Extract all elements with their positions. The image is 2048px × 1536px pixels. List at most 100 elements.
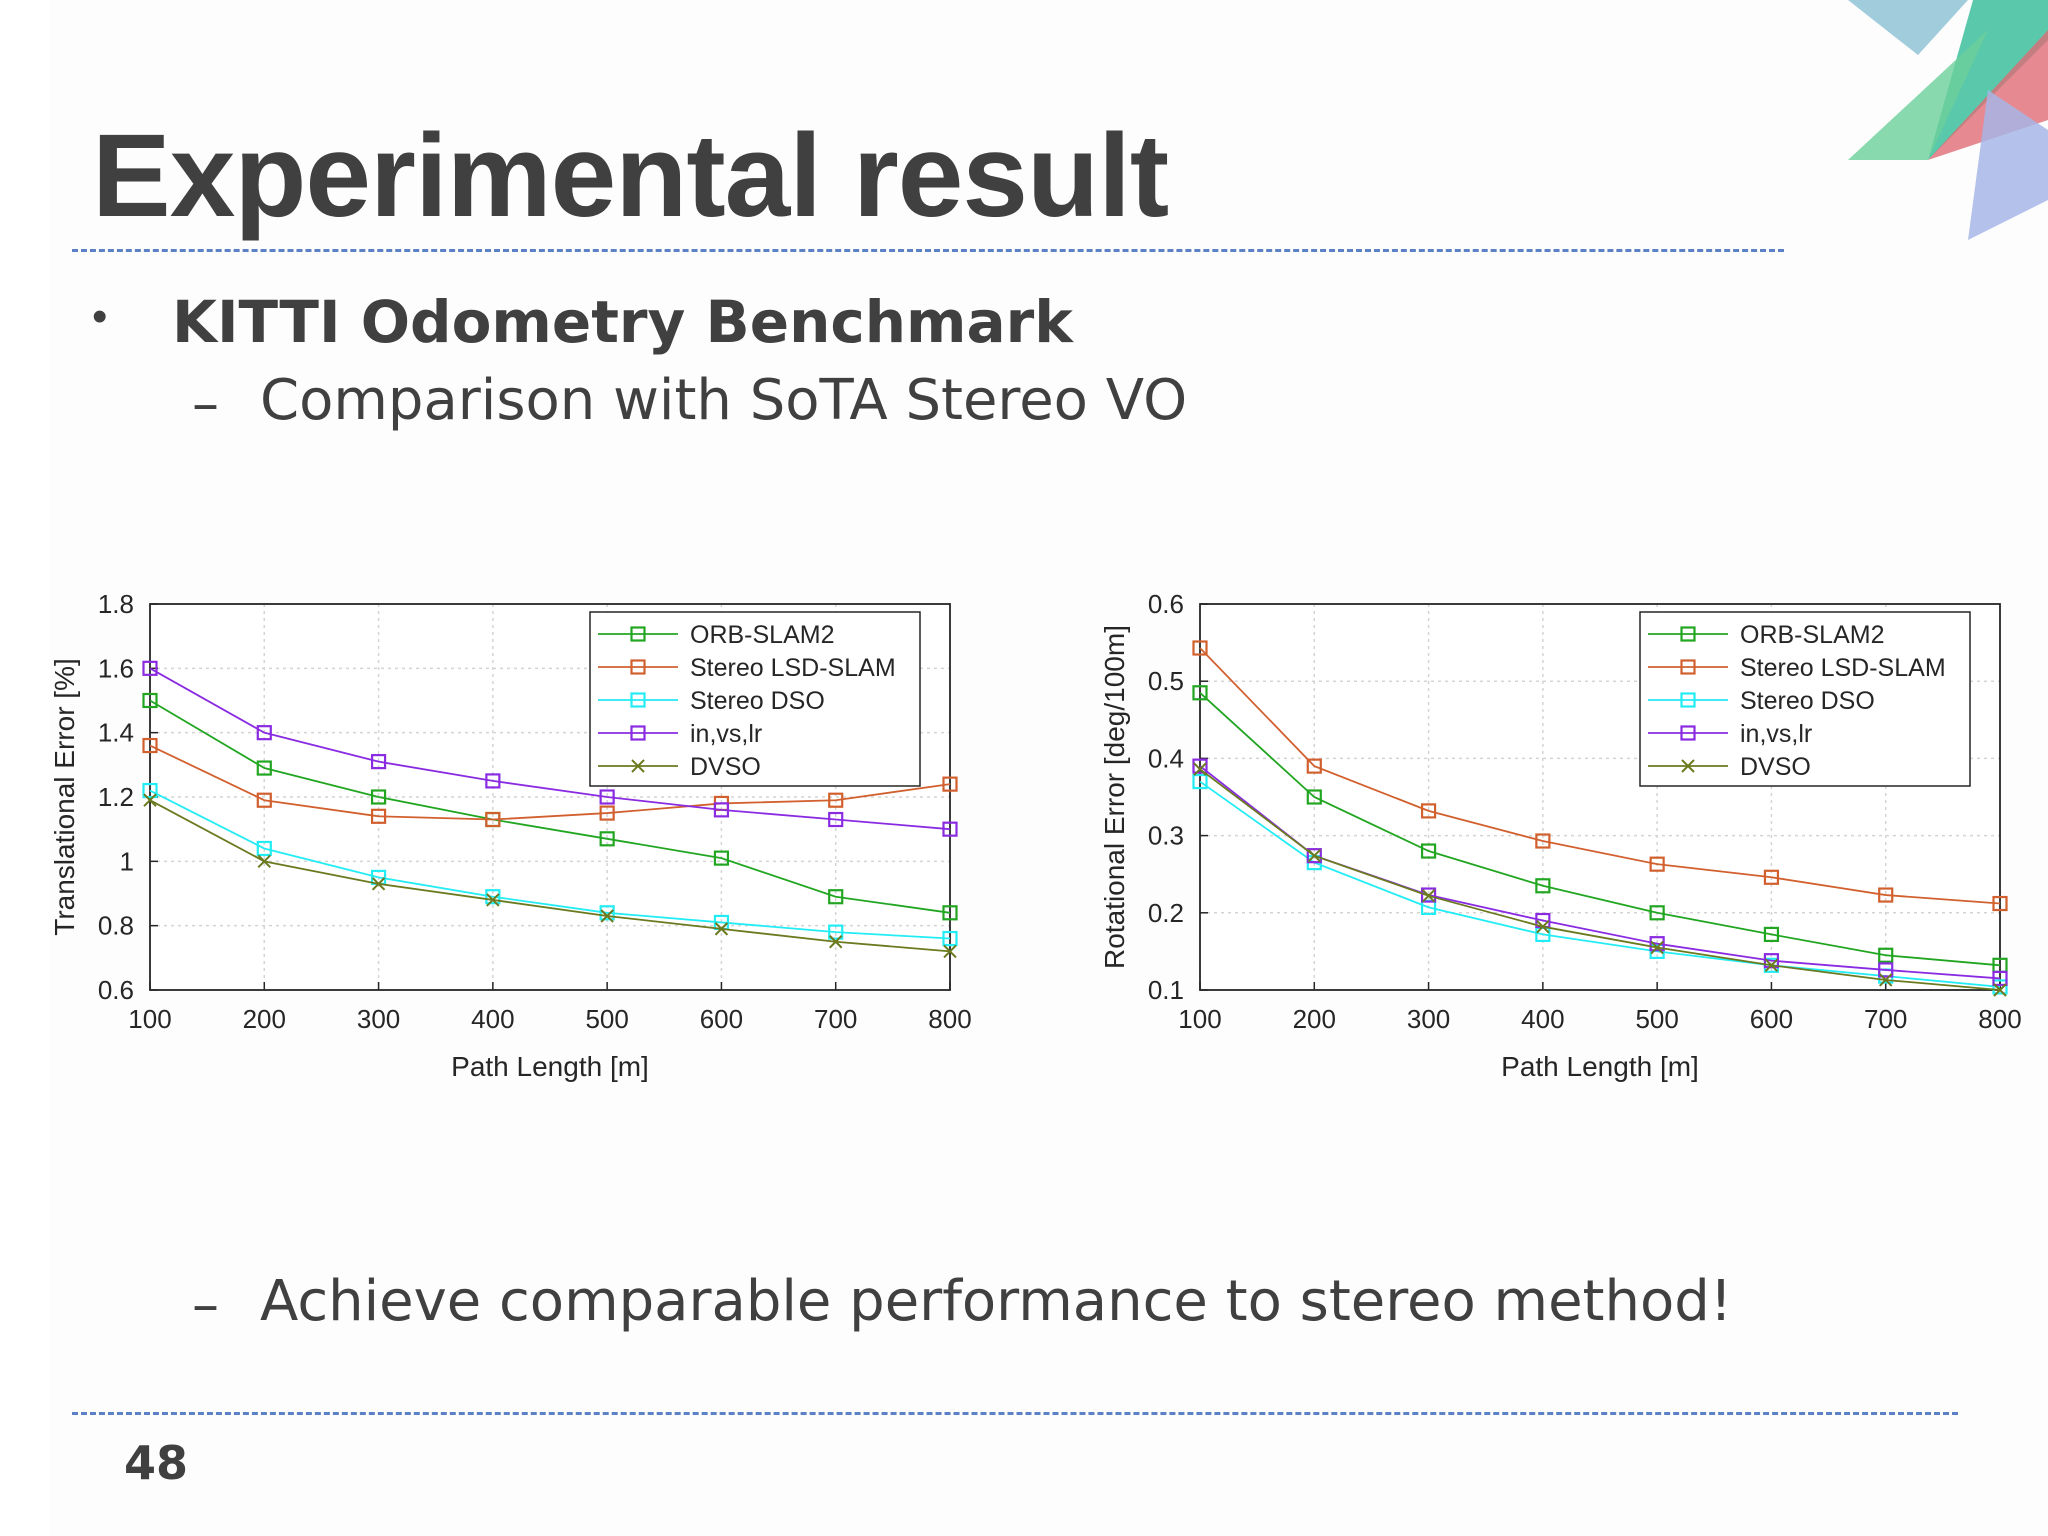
data-point <box>1992 979 2008 995</box>
data-point <box>828 924 844 940</box>
data-point <box>1879 973 1893 987</box>
legend-label: Stereo LSD-SLAM <box>1740 654 1946 682</box>
x-axis-title: Path Length [m] <box>451 1051 649 1082</box>
data-point <box>1306 789 1322 805</box>
data-point <box>485 811 501 828</box>
y-tick-label: 1.2 <box>98 782 134 812</box>
data-point <box>828 889 844 905</box>
title-divider <box>72 249 1784 252</box>
data-point <box>942 821 958 837</box>
y-tick-label: 1.8 <box>98 589 134 619</box>
data-point <box>1649 905 1665 921</box>
data-point <box>1992 970 2008 987</box>
data-point <box>1649 936 1665 952</box>
x-tick-label: 500 <box>1635 1004 1678 1034</box>
series-line-0 <box>149 699 951 914</box>
series-line-1 <box>149 744 951 821</box>
data-point <box>1764 958 1779 973</box>
data-point <box>600 909 614 923</box>
data-point <box>1192 773 1208 790</box>
data-point <box>599 805 615 821</box>
x-tick-label: 800 <box>928 1004 971 1034</box>
left-margin-strip <box>0 0 50 1536</box>
y-tick-label: 0.2 <box>1148 898 1184 928</box>
data-point <box>942 776 958 792</box>
data-point <box>713 802 730 818</box>
data-point <box>1535 833 1551 849</box>
legend-label: in,vs,lr <box>690 720 762 748</box>
data-point <box>142 660 158 676</box>
data-point <box>143 793 157 807</box>
data-point <box>1650 940 1664 955</box>
legend-label: Stereo DSO <box>1740 687 1875 715</box>
data-point <box>370 808 387 824</box>
legend-marker <box>1680 626 1696 642</box>
data-point <box>142 737 158 754</box>
y-tick-label: 0.6 <box>1148 589 1184 619</box>
data-point-stroke <box>1993 983 2007 997</box>
x-tick-label: 600 <box>1750 1004 1793 1034</box>
bullet-heading: KITTI Odometry Benchmark <box>172 288 1073 356</box>
data-point <box>713 850 730 866</box>
data-point <box>1993 983 2007 997</box>
legend-label: Stereo DSO <box>690 687 825 715</box>
x-tick-label: 700 <box>1864 1004 1907 1034</box>
data-point-stroke <box>1421 889 1436 903</box>
data-point <box>942 930 958 947</box>
legend-label: ORB-SLAM2 <box>690 621 834 649</box>
data-point <box>1763 953 1780 969</box>
data-point-stroke <box>257 854 271 869</box>
data-point <box>371 877 386 891</box>
sub-bullet-conclusion: Achieve comparable performance to stereo… <box>260 1269 1733 1334</box>
data-point <box>370 754 387 770</box>
data-point <box>1536 919 1550 934</box>
data-point <box>1878 962 1894 978</box>
y-tick-label: 0.5 <box>1148 666 1184 696</box>
x-tick-label: 200 <box>1293 1004 1336 1034</box>
legend-marker <box>630 725 646 741</box>
series-line-4 <box>1199 768 2001 991</box>
data-point <box>599 789 615 805</box>
data-point <box>828 792 844 808</box>
data-point <box>1192 758 1208 774</box>
series-line-2 <box>149 789 951 940</box>
legend-label: Stereo LSD-SLAM <box>690 654 896 682</box>
data-point <box>1307 848 1321 863</box>
y-axis-title: Translational Error [%] <box>49 658 80 936</box>
data-point <box>1421 889 1436 903</box>
data-point <box>256 792 272 808</box>
x-tick-label: 100 <box>1178 1004 1221 1034</box>
data-point <box>257 854 271 869</box>
rotational-error-chart: 100 200 300 400 500 600 700 800 0.1 0.2 0.3 0.4 0.5 0… <box>1099 589 2022 1082</box>
series-line-4 <box>149 799 951 953</box>
data-point-stroke <box>714 922 729 936</box>
x-tick-label: 500 <box>585 1004 628 1034</box>
y-tick-label: 0.6 <box>98 975 134 1005</box>
data-point-stroke <box>600 909 614 923</box>
legend-label: ORB-SLAM2 <box>1740 621 1884 649</box>
data-point <box>1763 869 1780 885</box>
y-tick-label: 1.6 <box>98 653 134 683</box>
data-point <box>1649 856 1665 872</box>
data-point-stroke <box>143 793 157 807</box>
data-point <box>256 760 272 776</box>
data-point <box>714 922 729 936</box>
data-point-stroke <box>486 893 500 907</box>
data-point <box>485 773 501 789</box>
data-point <box>142 782 158 799</box>
data-point <box>828 811 844 828</box>
bullet-marker: • <box>92 292 108 341</box>
data-point <box>1420 803 1437 819</box>
series-line-0 <box>1199 692 2001 967</box>
translational-error-chart: 100 200 300 400 500 600 700 800 0.6 0.8 1 1.2 1.4 1.6… <box>49 589 972 1082</box>
legend-marker <box>630 659 646 675</box>
data-point <box>1193 762 1207 776</box>
data-point <box>486 893 500 907</box>
slide-title: Experimental result <box>92 110 1169 242</box>
data-point <box>829 935 843 949</box>
series-line-3 <box>149 667 951 831</box>
data-point-stroke <box>371 877 386 891</box>
legend-marker <box>630 626 646 642</box>
data-point <box>485 889 501 905</box>
